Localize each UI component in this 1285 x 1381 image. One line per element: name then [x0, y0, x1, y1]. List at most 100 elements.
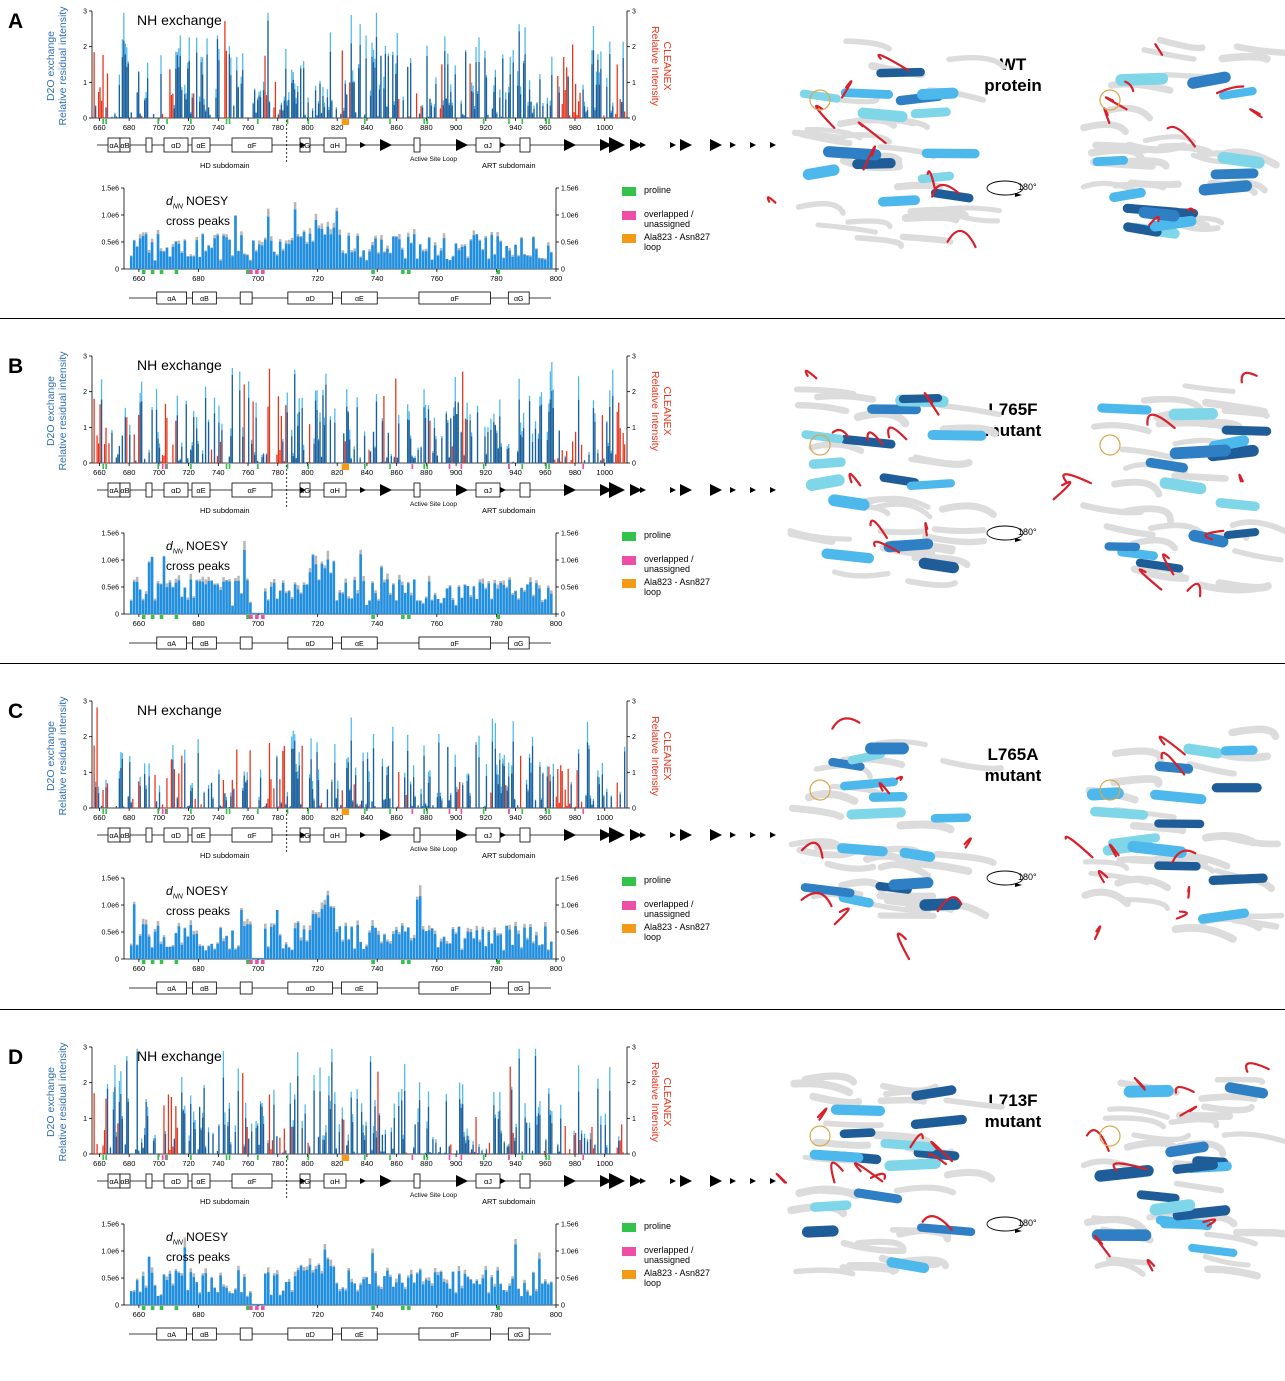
noesy-bar — [496, 936, 499, 959]
d2o-bar-dark — [209, 1153, 210, 1154]
noesy-bar — [204, 950, 207, 959]
d2o-bar-dark — [446, 414, 447, 463]
noesy-x-tick-label: 680 — [192, 964, 205, 973]
protein-structure-back — [1040, 1056, 1280, 1296]
cleanex-bar — [398, 99, 399, 118]
noesy-bar — [267, 217, 270, 269]
d2o-bar-dark — [428, 117, 429, 118]
noesy-bar — [547, 588, 550, 614]
protein-backbone-segment — [1222, 57, 1267, 59]
noesy-bar — [294, 584, 297, 614]
noesy-bar — [163, 937, 166, 959]
noesy-bar — [479, 241, 482, 269]
proline-marker — [521, 809, 523, 814]
d2o-bar-dark — [536, 103, 537, 118]
noesy-bar — [300, 237, 303, 269]
d2o-bar-dark — [205, 1148, 206, 1154]
d2o-bar-dark — [501, 1133, 502, 1154]
cleanex-bar — [236, 749, 237, 808]
noesy-bar — [136, 582, 139, 614]
protein-helix — [808, 170, 833, 174]
noesy-bar — [210, 581, 213, 614]
d2o-bar-dark — [309, 778, 310, 808]
d2o-bar-dark — [172, 760, 173, 808]
noesy-bar — [514, 1245, 517, 1305]
noesy-bar — [276, 599, 279, 614]
noesy-bar — [222, 236, 225, 269]
d2o-bar-dark — [471, 91, 472, 118]
noesy-bar — [175, 933, 178, 959]
noesy-bar — [136, 1280, 139, 1305]
d2o-bar-dark — [276, 1136, 277, 1154]
d2o-bar-dark — [340, 805, 341, 808]
noesy-right-tick-label: 0 — [561, 1303, 565, 1310]
noesy-bar — [344, 1291, 347, 1305]
noesy-bar — [508, 930, 511, 959]
noesy-bar — [187, 937, 190, 959]
noesy-bar — [139, 239, 142, 269]
noesy-bar — [142, 924, 145, 959]
noesy-bar — [175, 242, 178, 269]
d2o-bar-dark — [227, 1126, 228, 1154]
noesy-bar — [422, 1285, 425, 1305]
d2o-bar-dark — [229, 54, 230, 118]
d2o-bar-dark — [606, 87, 607, 118]
cleanex-bar — [276, 455, 277, 463]
noesy-bar — [237, 251, 240, 269]
protein-helix — [836, 1110, 880, 1111]
cleanex-bar — [278, 807, 279, 808]
cleanex-bar — [579, 1140, 580, 1154]
d2o-bar-dark — [352, 1122, 353, 1154]
proline-marker — [105, 809, 107, 814]
cleanex-bar — [462, 372, 463, 463]
noesy-proline-marker — [401, 615, 405, 619]
d2o-bar-dark — [330, 52, 331, 118]
helix-label: αJ — [484, 141, 492, 150]
proline-marker — [545, 1155, 547, 1160]
helix-label: αF — [248, 1177, 257, 1186]
d2o-bar-dark — [278, 115, 279, 118]
left-axis-label-line2: Relative residual intensity — [57, 346, 69, 476]
proline-marker — [102, 464, 104, 469]
noesy-bar — [294, 210, 297, 269]
protein-structure-front — [750, 1056, 990, 1296]
protein-helix — [1165, 483, 1200, 489]
noesy-bar — [204, 251, 207, 269]
cleanex-bar — [99, 87, 100, 118]
d2o-bar-dark — [513, 742, 514, 808]
cleanex-bar — [171, 95, 172, 118]
x-tick-label: 800 — [301, 1159, 314, 1168]
d2o-bar-dark — [105, 787, 106, 808]
d2o-bar-dark — [511, 1090, 512, 1154]
cleanex-bar — [617, 783, 618, 808]
art-subdomain-label: ART subdomain — [482, 851, 536, 860]
noesy-bar — [389, 1277, 392, 1305]
d2o-bar-dark — [502, 764, 503, 808]
noesy-bar — [452, 600, 455, 614]
left-axis-label-line2: Relative residual intensity — [57, 1037, 69, 1167]
d2o-bar-dark — [417, 1122, 418, 1154]
proline-marker — [226, 119, 228, 124]
noesy-proline-marker — [407, 960, 411, 964]
noesy-bar — [371, 583, 374, 614]
noesy-bar — [344, 254, 347, 269]
d2o-bar-dark — [177, 798, 178, 808]
strand-arrow-small — [730, 1178, 736, 1184]
noesy-bar — [377, 254, 380, 269]
noesy-bar — [166, 248, 169, 269]
hd-subdomain-label: HD subdomain — [200, 161, 250, 170]
noesy-x-tick-label: 800 — [550, 619, 563, 628]
d2o-bar-dark — [140, 114, 141, 118]
noesy-proline-marker — [407, 615, 411, 619]
d2o-bar-dark — [388, 56, 389, 118]
noesy-bar — [395, 601, 398, 614]
d2o-bar-dark — [187, 459, 188, 463]
noesy-bar — [347, 1270, 350, 1305]
d2o-bar-dark — [177, 415, 178, 463]
noesy-bar — [294, 928, 297, 959]
noesy-x-tick-label: 800 — [550, 274, 563, 283]
d2o-bar-dark — [429, 99, 430, 118]
noesy-right-tick-label: 0 — [561, 957, 565, 964]
right-tick-label: 0 — [632, 116, 636, 123]
d2o-bar-dark — [574, 1135, 575, 1154]
